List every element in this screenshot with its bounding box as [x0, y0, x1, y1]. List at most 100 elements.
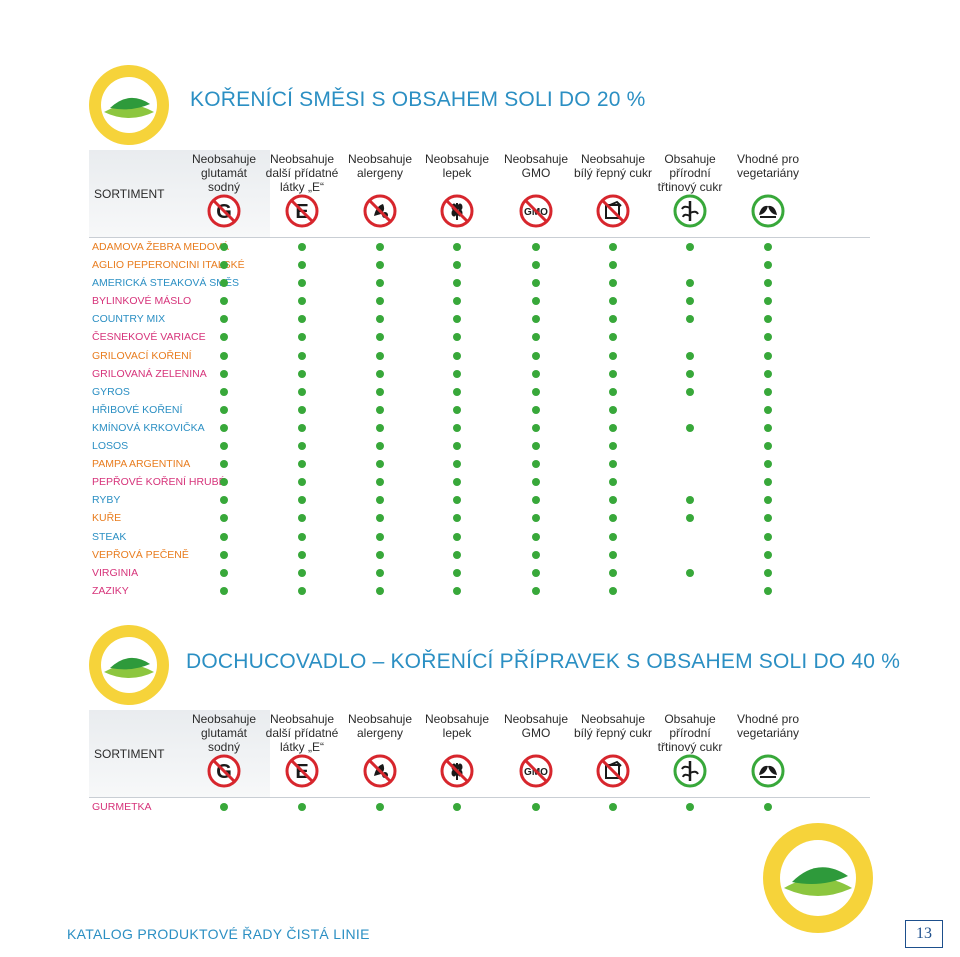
check-dot	[609, 351, 617, 360]
product-name: KMÍNOVÁ KRKOVIČKA	[92, 421, 205, 434]
check-dot	[453, 315, 461, 324]
check-dot	[298, 261, 306, 270]
check-dot	[220, 315, 228, 324]
check-dot	[532, 279, 540, 288]
spice-mix-table: SORTIMENT Neobsahuje glutamát sodnýG Neob…	[89, 150, 870, 600]
check-dot	[686, 568, 694, 577]
check-dot	[298, 586, 306, 595]
check-dot	[298, 568, 306, 577]
check-dot	[532, 387, 540, 396]
table-body: ADAMOVA ŽEBRA MEDOVÁ AGLIO PEPERONCINI IT…	[89, 238, 870, 600]
table-row: GRILOVANÁ ZELENINA	[89, 365, 870, 383]
check-dot	[453, 460, 461, 469]
check-dot	[609, 405, 617, 414]
check-dot	[453, 333, 461, 342]
check-dot	[220, 351, 228, 360]
check-dot	[298, 514, 306, 523]
column-header: Vhodné pro vegetariány	[736, 712, 800, 740]
product-name: BYLINKOVÉ MÁSLO	[92, 295, 192, 308]
check-dot	[532, 423, 540, 432]
check-dot	[376, 243, 384, 251]
check-dot	[220, 387, 228, 396]
table-row: STEAK	[89, 528, 870, 546]
check-dot	[376, 369, 384, 378]
check-dot	[764, 261, 772, 270]
check-dot	[532, 478, 540, 487]
check-dot	[686, 243, 694, 251]
product-name: RYBY	[92, 494, 121, 507]
check-dot	[532, 496, 540, 505]
product-name: AMERICKÁ STEAKOVÁ SMĚS	[92, 277, 240, 290]
check-dot	[532, 315, 540, 324]
check-dot	[298, 803, 306, 811]
product-name: GRILOVANÁ ZELENINA	[92, 367, 207, 380]
check-dot	[220, 333, 228, 342]
check-dot	[220, 496, 228, 505]
table-row: PAMPA ARGENTINA	[89, 455, 870, 473]
check-dot	[609, 460, 617, 469]
check-dot	[298, 387, 306, 396]
table-row: VIRGINIA	[89, 564, 870, 582]
product-name: LOSOS	[92, 440, 129, 453]
check-dot	[453, 279, 461, 288]
table-row: GYROS	[89, 383, 870, 401]
no-allergens-icon	[363, 194, 397, 228]
check-dot	[376, 568, 384, 577]
no-gluten-icon	[440, 754, 474, 788]
check-dot	[686, 387, 694, 396]
no-sugar-icon	[596, 754, 630, 788]
check-dot	[453, 405, 461, 414]
table-row: RYBY	[89, 491, 870, 509]
check-dot	[686, 423, 694, 432]
cista-linie-logo	[88, 64, 170, 146]
table-row: ČESNEKOVÉ VARIACE	[89, 328, 870, 346]
product-name: KUŘE	[92, 512, 122, 525]
check-dot	[220, 261, 228, 270]
check-dot	[764, 586, 772, 595]
no-allergens-icon	[363, 754, 397, 788]
table-row: LOSOS	[89, 437, 870, 455]
column-header: Neobsahuje lepek	[424, 712, 490, 740]
check-dot	[220, 478, 228, 487]
table-row: COUNTRY MIX	[89, 310, 870, 328]
section-heading-spice-mixes: KOŘENÍCÍ SMĚSI S OBSAHEM SOLI DO 20 %	[190, 88, 646, 111]
section-heading-seasoning: DOCHUCOVADLO – KOŘENÍCÍ PŘÍPRAVEK S OBSA…	[186, 650, 901, 673]
table-row: HŘIBOVÉ KOŘENÍ	[89, 401, 870, 419]
check-dot	[453, 568, 461, 577]
check-dot	[764, 333, 772, 342]
check-dot	[376, 586, 384, 595]
page-number: 13	[905, 920, 943, 948]
check-dot	[376, 279, 384, 288]
column-header: Neobsahuje glutamát sodný	[191, 152, 257, 194]
table-row: GURMETKA	[89, 798, 870, 816]
check-dot	[220, 243, 228, 251]
check-dot	[609, 387, 617, 396]
column-header: Neobsahuje glutamát sodný	[191, 712, 257, 754]
product-name: ZAZIKY	[92, 584, 129, 597]
check-dot	[532, 586, 540, 595]
check-dot	[220, 405, 228, 414]
check-dot	[453, 351, 461, 360]
table-row: AGLIO PEPERONCINI ITALSKÉ	[89, 256, 870, 274]
product-name: PEPŘOVÉ KOŘENÍ HRUBÉ	[92, 476, 226, 489]
check-dot	[609, 586, 617, 595]
check-dot	[686, 369, 694, 378]
check-dot	[609, 243, 617, 251]
check-dot	[686, 315, 694, 324]
no-sugar-icon	[596, 194, 630, 228]
check-dot	[220, 550, 228, 559]
table-row: AMERICKÁ STEAKOVÁ SMĚS	[89, 274, 870, 292]
check-dot	[376, 351, 384, 360]
check-dot	[609, 315, 617, 324]
check-dot	[532, 803, 540, 811]
column-header: Neobsahuje další přídatné látky „E“	[265, 152, 339, 194]
check-dot	[220, 442, 228, 451]
check-dot	[298, 405, 306, 414]
check-dot	[609, 514, 617, 523]
product-name: VEPŘOVÁ PEČENĚ	[92, 548, 189, 561]
check-dot	[532, 405, 540, 414]
check-dot	[532, 351, 540, 360]
product-name: GYROS	[92, 385, 130, 398]
table-row: BYLINKOVÉ MÁSLO	[89, 292, 870, 310]
table-row: KUŘE	[89, 509, 870, 527]
